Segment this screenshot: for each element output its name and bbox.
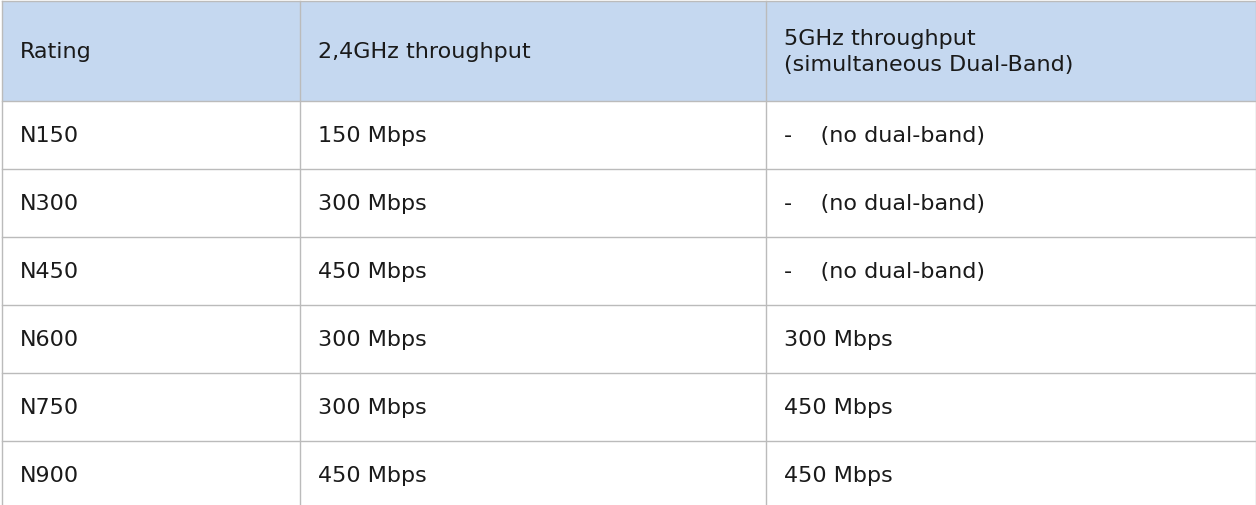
Text: N150: N150	[20, 126, 79, 146]
Bar	[300, 441, 766, 505]
Text: 2,4GHz throughput: 2,4GHz throughput	[318, 42, 530, 62]
Bar	[3, 306, 300, 373]
Text: N600: N600	[20, 329, 79, 349]
Text: 150 Mbps: 150 Mbps	[318, 126, 427, 146]
Bar	[766, 170, 1256, 237]
Text: 300 Mbps: 300 Mbps	[318, 397, 427, 417]
Text: 5GHz throughput
(simultaneous Dual-Band): 5GHz throughput (simultaneous Dual-Band)	[784, 29, 1074, 75]
Bar	[3, 441, 300, 505]
Bar	[3, 2, 300, 102]
Bar	[3, 237, 300, 306]
Text: 450 Mbps: 450 Mbps	[318, 262, 427, 281]
Bar	[300, 170, 766, 237]
Bar	[766, 373, 1256, 441]
Bar	[300, 373, 766, 441]
Bar	[3, 170, 300, 237]
Text: 300 Mbps: 300 Mbps	[784, 329, 893, 349]
Text: N450: N450	[20, 262, 79, 281]
Bar	[766, 102, 1256, 170]
Text: 450 Mbps: 450 Mbps	[784, 397, 893, 417]
Text: N300: N300	[20, 193, 79, 214]
Text: -    (no dual-band): - (no dual-band)	[784, 126, 985, 146]
Bar	[300, 102, 766, 170]
Bar	[300, 306, 766, 373]
Bar	[3, 373, 300, 441]
Text: 300 Mbps: 300 Mbps	[318, 329, 427, 349]
Bar	[766, 2, 1256, 102]
Bar	[3, 102, 300, 170]
Bar	[300, 2, 766, 102]
Text: 450 Mbps: 450 Mbps	[784, 465, 893, 485]
Bar	[766, 306, 1256, 373]
Text: -    (no dual-band): - (no dual-band)	[784, 262, 985, 281]
Text: 450 Mbps: 450 Mbps	[318, 465, 427, 485]
Text: Rating: Rating	[20, 42, 92, 62]
Bar	[766, 441, 1256, 505]
Text: N900: N900	[20, 465, 79, 485]
Bar	[766, 237, 1256, 306]
Text: 300 Mbps: 300 Mbps	[318, 193, 427, 214]
Text: -    (no dual-band): - (no dual-band)	[784, 193, 985, 214]
Bar	[300, 237, 766, 306]
Text: N750: N750	[20, 397, 79, 417]
